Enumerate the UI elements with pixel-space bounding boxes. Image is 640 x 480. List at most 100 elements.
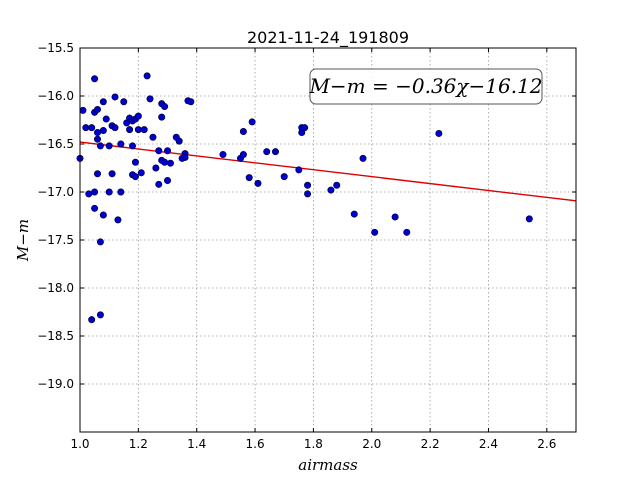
data-point: [79, 106, 87, 114]
axis-ticks: [79, 47, 576, 432]
y-tick-label: −16.5: [37, 137, 74, 151]
data-point: [295, 166, 303, 174]
data-point: [85, 190, 93, 198]
data-point: [94, 170, 102, 178]
x-tick-label: 2.0: [362, 437, 381, 451]
x-tick-label: 1.6: [246, 437, 265, 451]
data-point: [134, 126, 142, 134]
data-point: [117, 188, 125, 196]
data-point: [111, 93, 119, 101]
data-point: [327, 186, 335, 194]
data-point: [187, 98, 195, 106]
data-point: [146, 95, 154, 103]
data-point: [350, 210, 358, 218]
data-point: [99, 211, 107, 219]
data-point: [88, 124, 96, 132]
x-axis-label: airmass: [298, 456, 358, 474]
x-tick-labels: 1.0 1.2 1.4 1.6 1.8 2.0 2.2 2.4 2.6: [70, 437, 556, 451]
data-point: [164, 147, 172, 155]
data-point: [149, 133, 157, 141]
data-point: [155, 180, 163, 188]
data-point: [105, 142, 113, 150]
data-point: [131, 173, 139, 181]
data-point: [82, 124, 90, 132]
chart-title: 2021-11-24_191809: [247, 28, 409, 48]
data-point: [161, 158, 169, 166]
data-point: [333, 181, 341, 189]
data-point: [99, 98, 107, 106]
data-point: [96, 311, 104, 319]
data-point: [99, 127, 107, 135]
y-tick-label: −15.5: [37, 41, 74, 55]
data-point: [105, 188, 113, 196]
data-point: [94, 135, 102, 143]
data-point: [239, 128, 247, 136]
x-tick-label: 1.0: [70, 437, 89, 451]
x-tick-label: 1.8: [304, 437, 323, 451]
y-tick-label: −16.0: [37, 89, 74, 103]
data-point: [96, 238, 104, 246]
x-tick-label: 1.2: [129, 437, 148, 451]
data-point: [301, 124, 309, 132]
data-point: [175, 137, 183, 145]
data-point: [245, 174, 253, 182]
data-point: [263, 148, 271, 156]
x-tick-label: 2.6: [537, 437, 556, 451]
data-point: [248, 118, 256, 126]
data-point: [134, 112, 142, 120]
data-point: [131, 158, 139, 166]
data-point: [239, 151, 247, 159]
data-point: [304, 190, 312, 198]
data-point: [126, 126, 134, 134]
data-point: [94, 128, 102, 136]
fit-line: [79, 141, 577, 202]
data-point: [371, 228, 379, 236]
data-point: [304, 181, 312, 189]
fit-equation-text: M−m = −0.36χ−16.12: [308, 74, 542, 98]
data-point: [91, 188, 99, 196]
data-point: [391, 213, 399, 221]
data-point: [111, 124, 119, 132]
data-point: [91, 75, 99, 83]
data-point: [88, 316, 96, 324]
data-point: [137, 169, 145, 177]
y-tick-label: −19.0: [37, 377, 74, 391]
data-point: [161, 103, 169, 111]
data-point: [120, 98, 128, 106]
data-point: [219, 151, 227, 159]
data-point: [129, 142, 137, 150]
data-point: [102, 115, 110, 123]
y-tick-label: −18.5: [37, 329, 74, 343]
data-point: [166, 159, 174, 167]
data-point: [164, 176, 172, 184]
x-tick-label: 1.4: [187, 437, 206, 451]
data-point: [91, 204, 99, 212]
data-point: [280, 173, 288, 181]
y-axis-label: M−m: [14, 219, 32, 262]
data-point: [96, 142, 104, 150]
data-point: [94, 105, 102, 113]
data-point: [155, 147, 163, 155]
data-point: [117, 140, 125, 148]
data-point: [114, 216, 122, 224]
data-point: [525, 215, 533, 223]
data-points: [76, 72, 533, 324]
y-tick-labels: −15.5 −16.0 −16.5 −17.0 −17.5 −18.0 −18.5 −19.0: [37, 41, 74, 391]
data-point: [143, 72, 151, 80]
data-point: [181, 153, 189, 161]
fit-equation-box: M−m = −0.36χ−16.12: [308, 68, 543, 105]
data-point: [435, 129, 443, 137]
data-point: [403, 228, 411, 236]
data-point: [152, 164, 160, 172]
data-point: [108, 170, 116, 178]
x-tick-label: 2.4: [479, 437, 498, 451]
data-point: [158, 113, 166, 121]
fit-equation-frame: [309, 68, 543, 105]
data-point: [140, 126, 148, 134]
x-tick-label: 2.2: [421, 437, 440, 451]
data-point: [254, 179, 262, 187]
y-tick-label: −18.0: [37, 281, 74, 295]
y-tick-label: −17.5: [37, 233, 74, 247]
data-point: [359, 154, 367, 162]
